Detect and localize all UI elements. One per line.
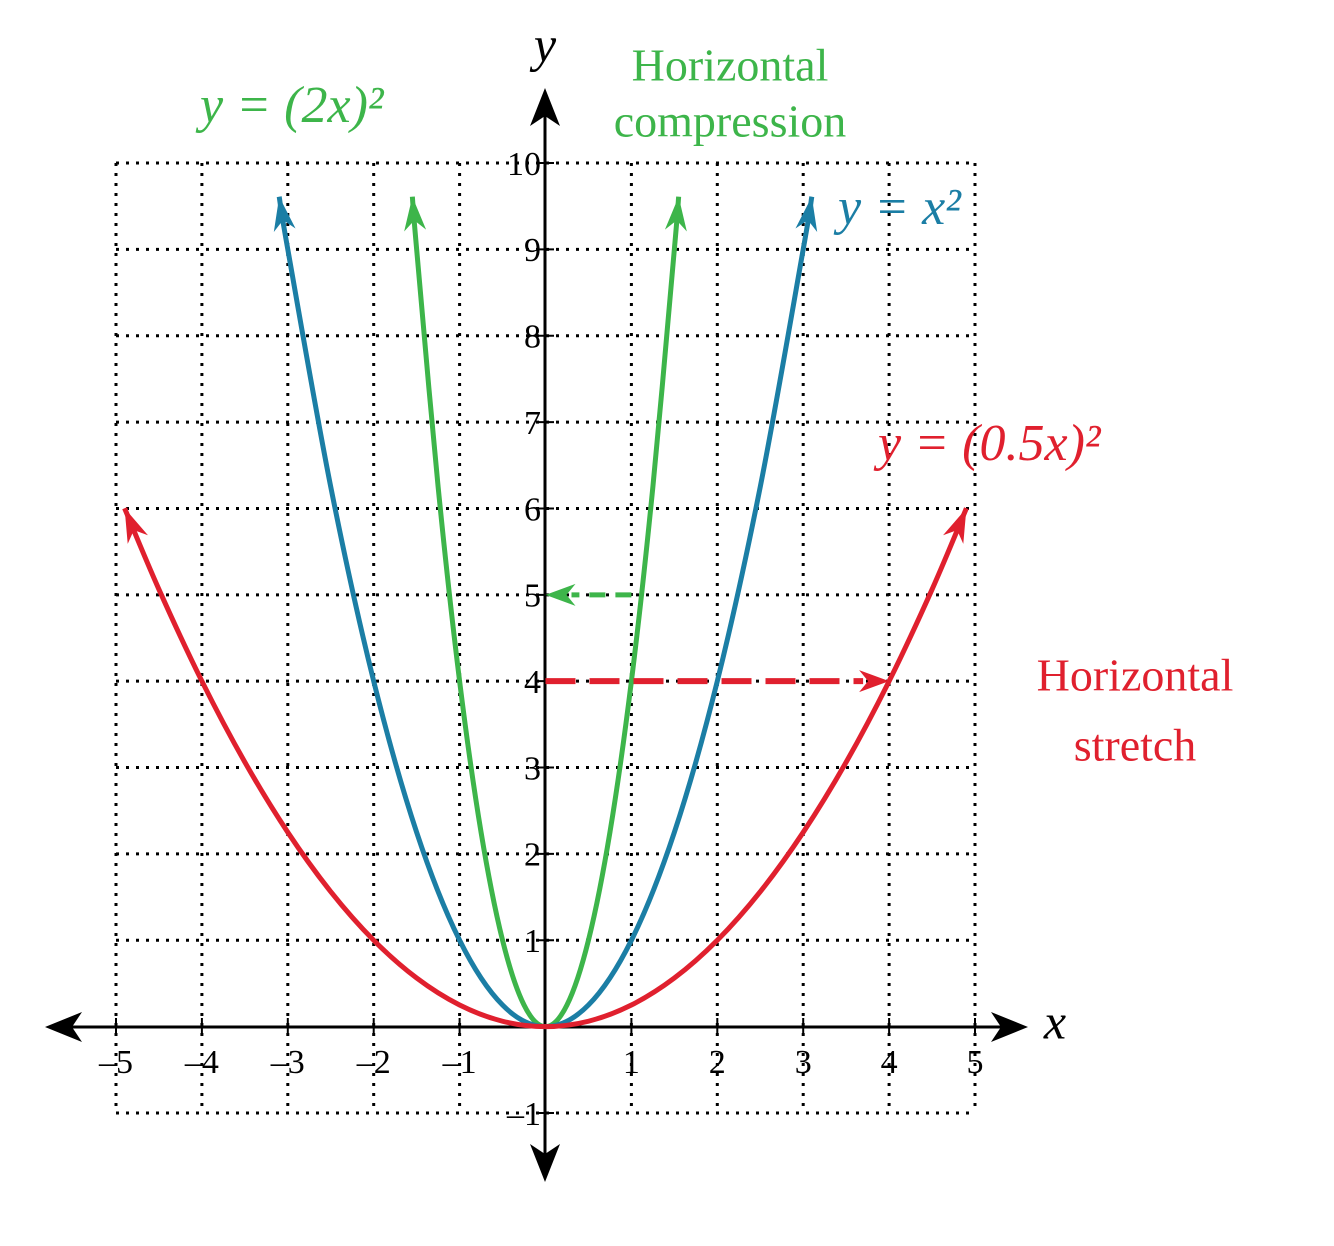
x-tick-label: –4 [184,1044,219,1081]
curve-arrowhead [943,508,967,544]
curve-label: y = (2x)² [195,77,385,134]
curve [122,507,969,1030]
x-axis-label: x [1043,993,1066,1049]
dashed-arrowhead [859,670,890,693]
y-tick-label: –1 [506,1096,541,1133]
ticks: –5 –4 –3 –2 –1 1 2 3 4 5 –1 1 2 3 4 5 6 7 8 9 10 [98,146,984,1133]
curve-arrowhead [664,196,687,232]
annotation: stretch [1074,720,1197,771]
x-axis-arrow [45,1012,82,1042]
curve-label: y = (0.5x)² [873,415,1102,472]
x-tick-label: 2 [709,1044,726,1081]
y-tick-label: 4 [524,664,541,701]
y-tick-label: 8 [524,319,541,356]
y-tick-label: 6 [524,491,541,528]
y-tick-label: 5 [524,578,541,615]
y-tick-label: 1 [524,923,541,960]
marks [122,196,969,1030]
annotation: compression [614,96,847,147]
grid [114,161,977,1115]
x-tick-label: 5 [967,1044,984,1081]
y-tick-label: 2 [524,837,541,874]
annotation: Horizontal [632,40,829,91]
curve-arrowhead [124,508,148,544]
x-axis-arrow [991,1012,1028,1042]
curve-arrowhead [795,196,818,233]
x-tick-label: –2 [356,1044,391,1081]
labels: y = (2x)²y = x²y = (0.5x)²Horizontalcomp… [195,40,1233,771]
x-tick-label: –1 [442,1044,477,1081]
curve-arrowhead [404,196,427,232]
x-tick-label: –3 [270,1044,305,1081]
curve-arrowhead [273,196,296,233]
x-tick-label: –5 [98,1044,133,1081]
y-tick-label: 7 [524,405,541,442]
y-tick-label: 10 [507,146,541,183]
x-tick-label: 3 [795,1044,812,1081]
dashed-arrowhead [545,583,576,606]
y-axis-arrow [530,1144,560,1182]
y-axis-label: y [529,16,557,72]
y-axis-arrow [530,88,560,126]
y-tick-label: 9 [524,232,541,269]
curve-label: y = x² [833,179,962,236]
x-tick-label: 1 [623,1044,640,1081]
x-tick-label: 4 [881,1044,898,1081]
y-tick-label: 3 [524,750,541,787]
annotation: Horizontal [1037,650,1234,701]
